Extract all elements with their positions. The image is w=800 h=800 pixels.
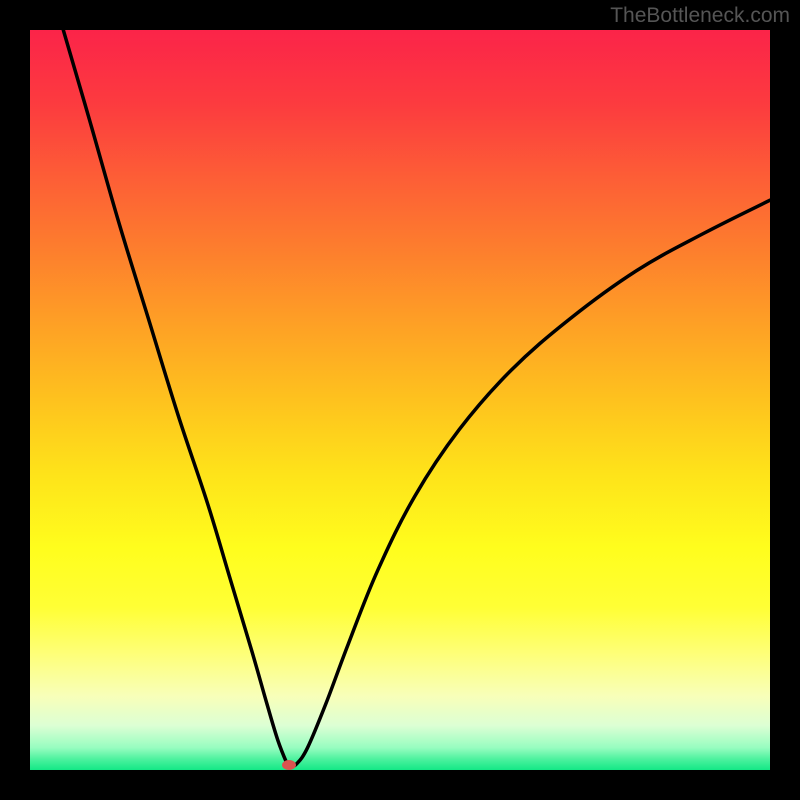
bottleneck-curve (30, 30, 770, 770)
optimal-point-marker (282, 760, 296, 770)
curve-path (63, 30, 770, 767)
plot-area (30, 30, 770, 770)
watermark-text: TheBottleneck.com (610, 4, 790, 28)
